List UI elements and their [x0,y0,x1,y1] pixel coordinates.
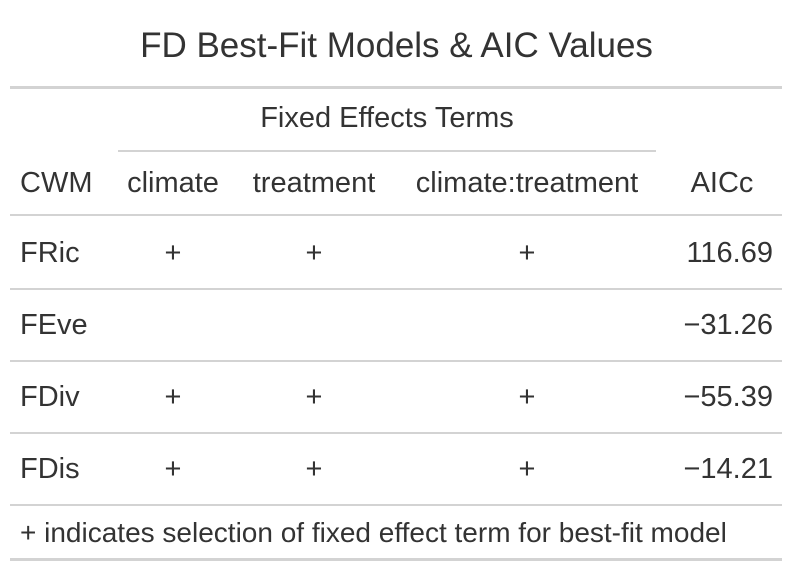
title-divider [10,86,782,89]
header-divider [10,214,782,216]
cell-cwm: FEve [20,309,88,341]
cell-climate: + [164,237,182,269]
cell-interaction: + [518,381,536,413]
cell-climate: + [164,453,182,485]
header-climate: climate [127,167,219,199]
table-title: FD Best-Fit Models & AIC Values [140,26,653,65]
column-spanner-rule [118,150,656,152]
row-divider [10,432,782,434]
column-spanner-label: Fixed Effects Terms [260,102,514,134]
table-bottom-rule [10,504,782,506]
cell-climate: + [164,381,182,413]
header-treatment: treatment [252,167,376,199]
cell-cwm: FRic [20,237,80,269]
row-divider [10,288,782,290]
cell-treatment: + [305,237,323,269]
cell-treatment: + [305,381,323,413]
header-aicc: AICc [690,167,754,199]
cell-interaction: + [518,237,536,269]
cell-cwm: FDis [20,453,80,485]
cell-aicc: −55.39 [683,381,773,413]
cell-aicc: −14.21 [683,453,773,485]
cell-treatment: + [305,453,323,485]
header-cwm: CWM [20,167,93,199]
cell-interaction: + [518,453,536,485]
footnote-bottom-rule [10,558,782,561]
table-footnote: + indicates selection of fixed effect te… [20,517,727,548]
cell-cwm: FDiv [20,381,80,413]
cell-aicc: 116.69 [686,237,773,269]
header-interaction: climate:treatment [415,167,639,199]
row-divider [10,360,782,362]
cell-aicc: −31.26 [683,309,773,341]
